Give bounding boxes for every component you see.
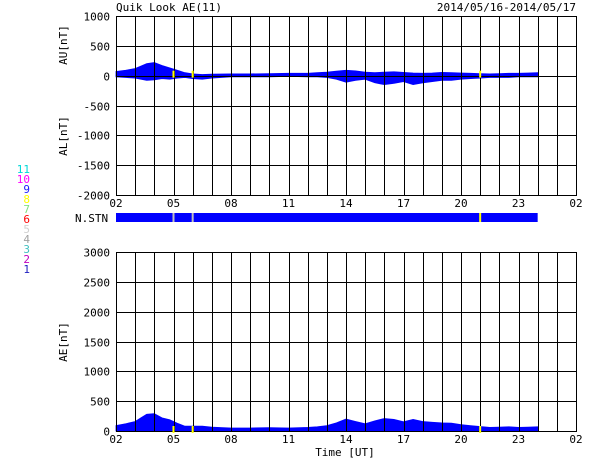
y-tick-label: -2000 <box>77 190 110 203</box>
y-tick-label: 2500 <box>84 277 111 290</box>
legend-count-2: 2 <box>23 253 30 266</box>
y-tick-label: 500 <box>90 396 110 409</box>
x-tick-label: 08 <box>224 197 237 210</box>
x-tick-label: 11 <box>282 433 295 446</box>
station-bar-panel: N.STN <box>75 212 538 225</box>
y-tick-label: 0 <box>103 426 110 439</box>
y-tick-label: 1500 <box>84 337 111 350</box>
x-tick-label: 23 <box>512 433 525 446</box>
station-bar-marker <box>191 213 194 222</box>
y-tick-label: 1000 <box>84 366 111 379</box>
au-al-y-ticks: 1000 500 0 -500 -1000 -1500 -2000 <box>77 11 110 203</box>
y-tick-label: 1000 <box>84 11 111 24</box>
station-bar <box>116 213 538 222</box>
plot-frame <box>116 16 577 196</box>
legend-count-10: 10 <box>17 173 30 186</box>
al-y-label: AL[nT] <box>57 116 70 156</box>
x-tick-label: 17 <box>397 197 410 210</box>
legend-count-9: 9 <box>23 183 30 196</box>
series-area-au <box>115 62 539 77</box>
legend-count-4: 4 <box>23 233 30 246</box>
station-bar-marker <box>172 213 175 222</box>
ae-markers <box>172 426 482 433</box>
y-tick-label: 500 <box>90 41 110 54</box>
legend-count-5: 5 <box>23 223 30 236</box>
y-tick-label: 3000 <box>84 247 111 260</box>
y-tick-label: -500 <box>84 101 111 114</box>
y-tick-label: -1500 <box>77 160 110 173</box>
au-al-x-ticks: 02 05 08 11 14 17 20 23 02 <box>109 197 582 210</box>
chart-title: Quik Look AE(11) <box>116 1 222 14</box>
series-area-ae <box>115 413 539 432</box>
station-bar-fill <box>116 213 538 222</box>
x-tick-label: 17 <box>397 433 410 446</box>
legend-count-7: 7 <box>23 203 30 216</box>
au-y-label: AU[nT] <box>57 25 70 65</box>
au-al-panel: 1000 500 0 -500 -1000 -1500 -2000 02 05 08 11 14 17… <box>57 11 583 211</box>
date-range: 2014/05/16-2014/05/17 <box>437 1 576 14</box>
x-tick-label: 05 <box>167 433 180 446</box>
x-tick-label: 11 <box>282 197 295 210</box>
y-tick-label: 2000 <box>84 307 111 320</box>
x-tick-label: 02 <box>569 433 582 446</box>
x-tick-label: 20 <box>454 433 467 446</box>
x-tick-label: 20 <box>454 197 467 210</box>
legend-count-3: 3 <box>23 243 30 256</box>
ae-panel: 3000 2500 2000 1500 1000 500 0 02 05 08 11 14 17 20 2… <box>57 247 583 460</box>
x-tick-label: 14 <box>339 433 353 446</box>
au-al-markers <box>172 70 482 78</box>
ae-y-ticks: 3000 2500 2000 1500 1000 500 0 <box>84 247 111 439</box>
x-tick-label: 05 <box>167 197 180 210</box>
ae-series <box>115 413 539 432</box>
legend-count-11: 11 <box>17 163 30 176</box>
legend-count-8: 8 <box>23 193 30 206</box>
plot-frame <box>116 252 577 432</box>
au-al-grid <box>116 16 577 196</box>
series-area-al <box>115 75 539 86</box>
legend-count-6: 6 <box>23 213 30 226</box>
ae-x-ticks: 02 05 08 11 14 17 20 23 02 <box>109 433 582 446</box>
au-al-series <box>115 62 539 86</box>
x-tick-label: 02 <box>569 197 582 210</box>
x-axis-label: Time [UT] <box>315 446 375 459</box>
legend-count-1: 1 <box>23 263 30 276</box>
ae-y-label: AE[nT] <box>57 322 70 362</box>
station-bar-marker <box>479 213 482 222</box>
ae-grid <box>116 252 577 432</box>
y-tick-label: -1000 <box>77 130 110 143</box>
x-tick-label: 08 <box>224 433 237 446</box>
x-tick-label: 14 <box>339 197 353 210</box>
y-tick-label: 0 <box>103 71 110 84</box>
x-tick-label: 02 <box>109 197 122 210</box>
x-tick-label: 23 <box>512 197 525 210</box>
x-tick-label: 02 <box>109 433 122 446</box>
station-bar-label: N.STN <box>75 212 108 225</box>
